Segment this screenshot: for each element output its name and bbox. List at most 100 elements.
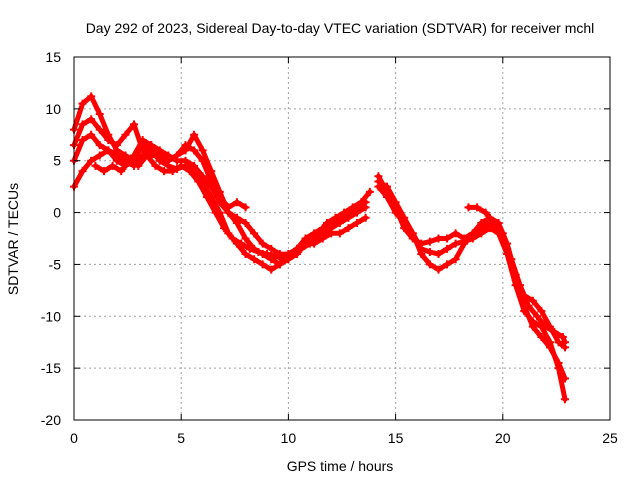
data-point <box>130 120 139 129</box>
data-point <box>181 156 190 165</box>
data-point <box>258 239 267 248</box>
data-point <box>344 213 353 222</box>
data-point <box>164 156 173 165</box>
data-point <box>425 260 434 269</box>
data-point <box>318 234 327 243</box>
data-point <box>190 146 199 155</box>
data-point <box>100 167 109 176</box>
data-point <box>473 203 482 212</box>
data-point <box>87 156 96 165</box>
data-point <box>365 187 374 196</box>
y-tick-label: -5 <box>49 256 62 272</box>
x-axis-title: GPS time / hours <box>287 458 394 474</box>
data-point <box>232 213 241 222</box>
data-point <box>288 250 297 259</box>
data-point <box>172 151 181 160</box>
data-point <box>104 135 113 144</box>
data-point <box>108 161 117 170</box>
data-point <box>185 167 194 176</box>
x-tick-label: 10 <box>281 430 297 446</box>
data-point <box>112 141 121 150</box>
data-point <box>460 239 469 248</box>
data-point <box>241 250 250 259</box>
data-point <box>344 224 353 233</box>
data-point <box>400 213 409 222</box>
data-point <box>95 125 104 134</box>
data-point <box>95 141 104 150</box>
x-tick-label: 5 <box>177 430 185 446</box>
data-point <box>138 135 147 144</box>
data-point <box>271 252 280 261</box>
series-pass-8 <box>374 177 569 383</box>
series-layer <box>70 92 569 404</box>
data-point <box>335 218 344 227</box>
y-tick-label: -20 <box>41 412 61 428</box>
data-point <box>202 193 211 202</box>
data-point <box>524 301 533 310</box>
y-tick-label: 0 <box>53 205 61 221</box>
data-point <box>142 151 151 160</box>
data-point <box>130 151 139 160</box>
data-point <box>374 177 383 186</box>
data-point <box>443 244 452 253</box>
data-point <box>198 146 207 155</box>
data-point <box>194 177 203 186</box>
data-point <box>533 312 542 321</box>
data-point <box>95 151 104 160</box>
data-point <box>151 161 160 170</box>
y-axis-title: SDTVAR / TECUs <box>5 183 21 295</box>
data-point <box>207 177 216 186</box>
data-point <box>280 255 289 264</box>
data-point <box>241 218 250 227</box>
series-pass-4 <box>70 141 250 212</box>
data-point <box>125 156 134 165</box>
data-point <box>232 198 241 207</box>
data-point <box>560 395 569 404</box>
data-point <box>87 115 96 124</box>
y-tick-label: 10 <box>45 101 61 117</box>
data-point <box>78 167 87 176</box>
data-point <box>250 229 259 238</box>
data-point <box>250 255 259 264</box>
data-point <box>541 322 550 331</box>
data-point <box>537 307 546 316</box>
data-point <box>550 327 559 336</box>
data-point <box>297 244 306 253</box>
data-point <box>78 120 87 129</box>
y-tick-label: 5 <box>53 153 61 169</box>
data-point <box>335 229 344 238</box>
data-point <box>425 237 434 246</box>
data-point <box>262 250 271 259</box>
data-point <box>331 213 340 222</box>
data-point <box>353 208 362 217</box>
data-point <box>391 198 400 207</box>
data-point <box>267 244 276 253</box>
data-point <box>528 296 537 305</box>
data-point <box>327 229 336 238</box>
data-point <box>198 156 207 165</box>
tick-layer: 0 5 10 15 20 25 -20 -15 -10 -5 0 5 10 15 <box>41 49 618 446</box>
data-point <box>147 141 156 150</box>
data-point <box>434 265 443 274</box>
data-point <box>361 213 370 222</box>
data-point <box>245 244 254 253</box>
data-point <box>464 203 473 212</box>
series-pass-9 <box>464 203 569 347</box>
x-tick-label: 25 <box>602 430 618 446</box>
data-point <box>515 281 524 290</box>
data-point <box>383 182 392 191</box>
data-point <box>357 198 366 207</box>
data-point <box>121 130 130 139</box>
data-point <box>528 322 537 331</box>
data-point <box>408 229 417 238</box>
data-point <box>353 218 362 227</box>
data-point <box>322 218 331 227</box>
data-point <box>198 172 207 181</box>
y-tick-label: 15 <box>45 49 61 65</box>
data-point <box>95 110 104 119</box>
y-tick-label: -10 <box>41 308 61 324</box>
data-point <box>314 229 323 238</box>
data-point <box>215 193 224 202</box>
series-pass-3 <box>70 130 370 259</box>
data-point <box>160 167 169 176</box>
